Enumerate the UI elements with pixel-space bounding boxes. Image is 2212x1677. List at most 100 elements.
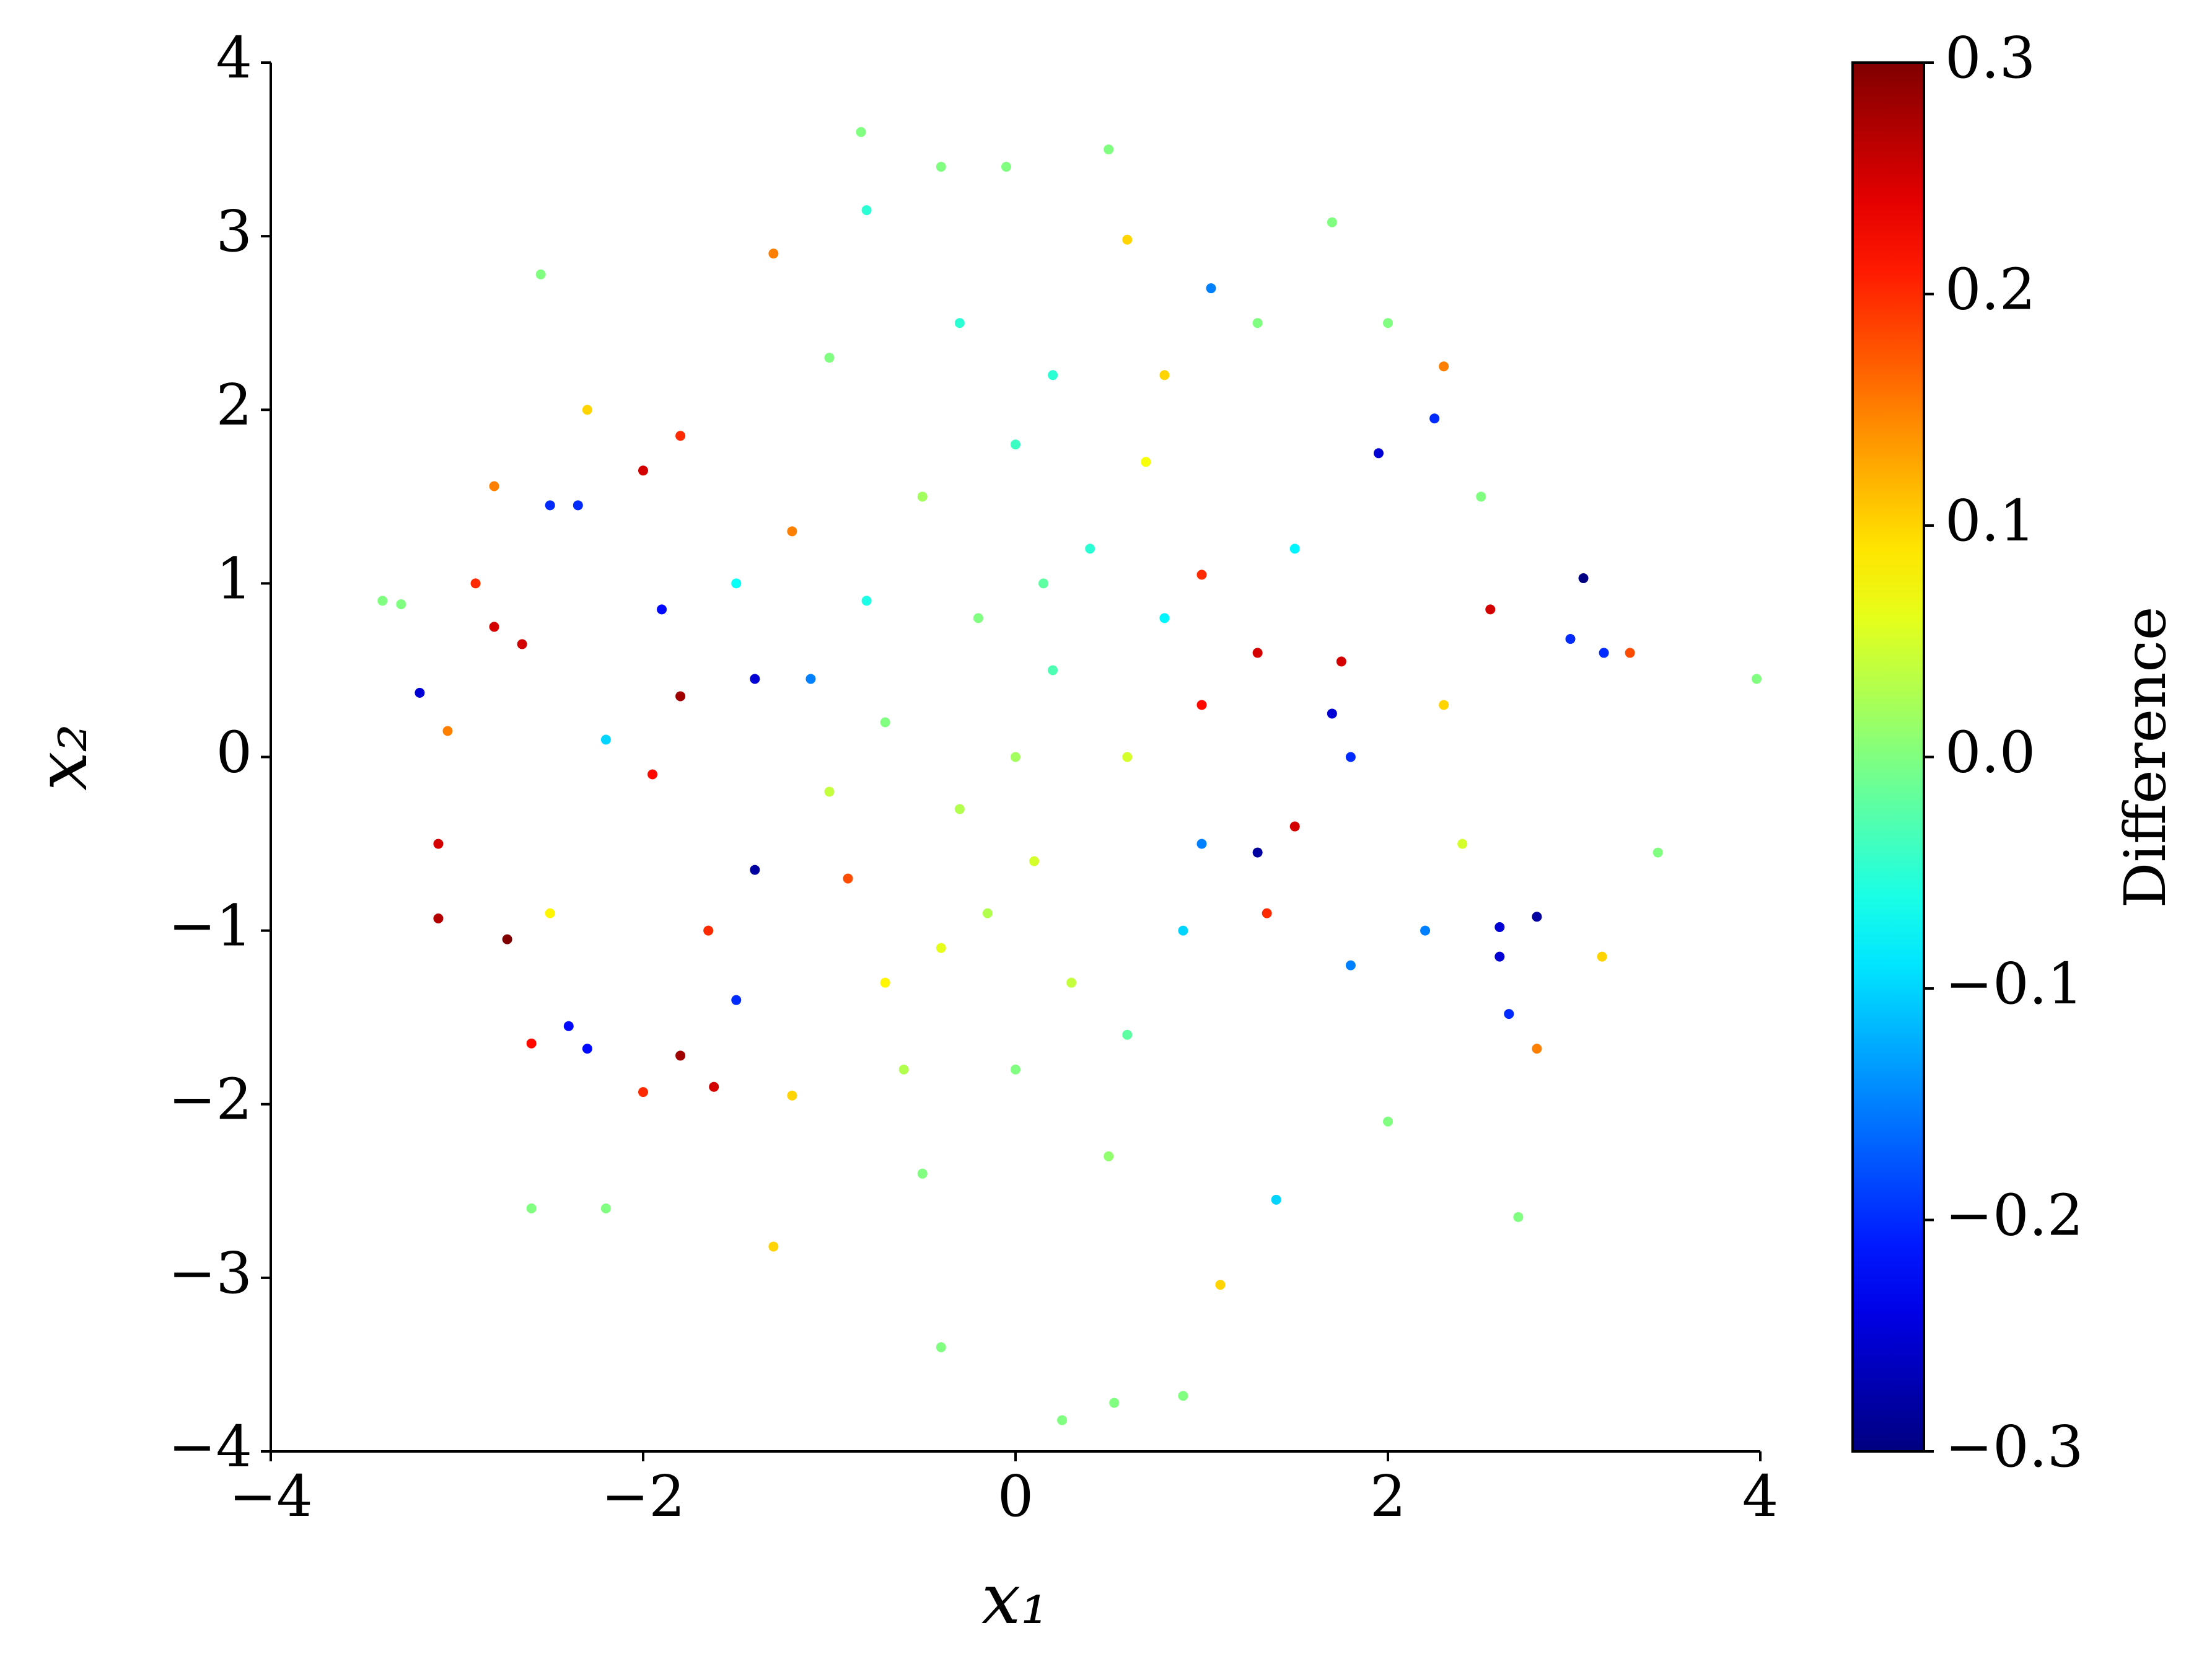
point — [861, 205, 872, 216]
point — [1327, 708, 1337, 719]
point — [470, 578, 481, 589]
colorbar-tick-label: 0.2 — [1945, 256, 2035, 322]
point — [1271, 1194, 1281, 1205]
point — [396, 599, 406, 609]
point — [502, 934, 512, 944]
point — [936, 943, 946, 953]
point — [1532, 912, 1542, 922]
point — [1011, 1064, 1020, 1075]
x-tick-label: −4 — [229, 1463, 313, 1530]
colorbar-tick-label: −0.2 — [1945, 1182, 2083, 1248]
point — [1178, 1391, 1188, 1401]
colorbar-tick-label: 0.3 — [1945, 25, 2035, 91]
point — [545, 500, 555, 511]
point — [1457, 838, 1468, 849]
point — [917, 491, 928, 502]
point — [675, 1050, 686, 1061]
point — [647, 769, 658, 780]
point — [1373, 448, 1384, 459]
point — [1196, 838, 1207, 849]
colorbar-tick-label: −0.1 — [1945, 951, 2083, 1017]
point — [1504, 1009, 1514, 1019]
point — [861, 596, 872, 606]
point — [1513, 1212, 1524, 1222]
point — [1159, 370, 1170, 381]
point — [1011, 752, 1020, 762]
point — [1029, 856, 1040, 866]
point — [545, 908, 555, 918]
point — [1206, 283, 1216, 294]
point — [898, 1064, 909, 1075]
point — [954, 318, 965, 328]
point — [1252, 648, 1263, 658]
point — [917, 1168, 928, 1179]
point — [442, 726, 453, 736]
point — [703, 925, 714, 936]
point — [1625, 648, 1635, 658]
x-tick-label: 2 — [1370, 1463, 1407, 1530]
point — [600, 734, 611, 745]
x-tick-label: 4 — [1742, 1463, 1779, 1530]
point — [709, 1081, 719, 1092]
point — [1439, 361, 1449, 372]
point — [1215, 1280, 1226, 1290]
point — [433, 913, 444, 924]
point — [1289, 821, 1300, 832]
point — [787, 526, 797, 537]
point — [787, 1090, 797, 1101]
point — [1122, 752, 1133, 762]
point — [675, 431, 686, 441]
point — [1345, 752, 1356, 762]
point — [563, 1021, 574, 1031]
point — [1383, 318, 1393, 328]
point — [526, 1203, 537, 1213]
colorbar-label: Difference — [2112, 607, 2179, 909]
point — [1001, 162, 1011, 172]
point — [1141, 457, 1151, 467]
point — [880, 977, 890, 988]
point — [973, 613, 983, 623]
point — [1345, 960, 1356, 971]
point — [1011, 439, 1020, 450]
y-tick-label: 3 — [216, 198, 252, 265]
point — [1327, 217, 1337, 227]
point — [1532, 1044, 1542, 1054]
point — [517, 639, 527, 649]
colorbar-tick-label: 0.1 — [1945, 488, 2035, 554]
point — [1057, 1415, 1068, 1425]
point — [1122, 234, 1133, 245]
point — [1066, 977, 1077, 988]
point — [1159, 613, 1170, 623]
point — [1565, 634, 1576, 645]
point — [657, 604, 667, 615]
point — [1439, 700, 1449, 710]
point — [856, 127, 866, 138]
point — [1494, 951, 1505, 962]
point — [1104, 1151, 1114, 1161]
point — [1420, 925, 1431, 936]
point — [526, 1038, 537, 1049]
point — [638, 1087, 648, 1098]
point — [638, 465, 648, 476]
point — [768, 1241, 779, 1252]
point — [1485, 604, 1496, 615]
x-tick-label: −2 — [601, 1463, 685, 1530]
point — [433, 838, 444, 849]
point — [1597, 951, 1607, 962]
point — [1109, 1398, 1120, 1408]
point — [1262, 908, 1272, 918]
point — [1038, 578, 1049, 589]
point — [1336, 656, 1346, 667]
point — [824, 353, 835, 363]
point — [954, 804, 965, 814]
point — [1048, 370, 1058, 381]
point — [731, 995, 742, 1005]
point — [377, 596, 388, 606]
colorbar-tick-label: 0.0 — [1945, 719, 2035, 785]
point — [489, 622, 499, 632]
y-tick-label: 1 — [216, 545, 252, 612]
point — [582, 405, 592, 415]
point — [768, 249, 779, 259]
point — [1178, 925, 1188, 936]
